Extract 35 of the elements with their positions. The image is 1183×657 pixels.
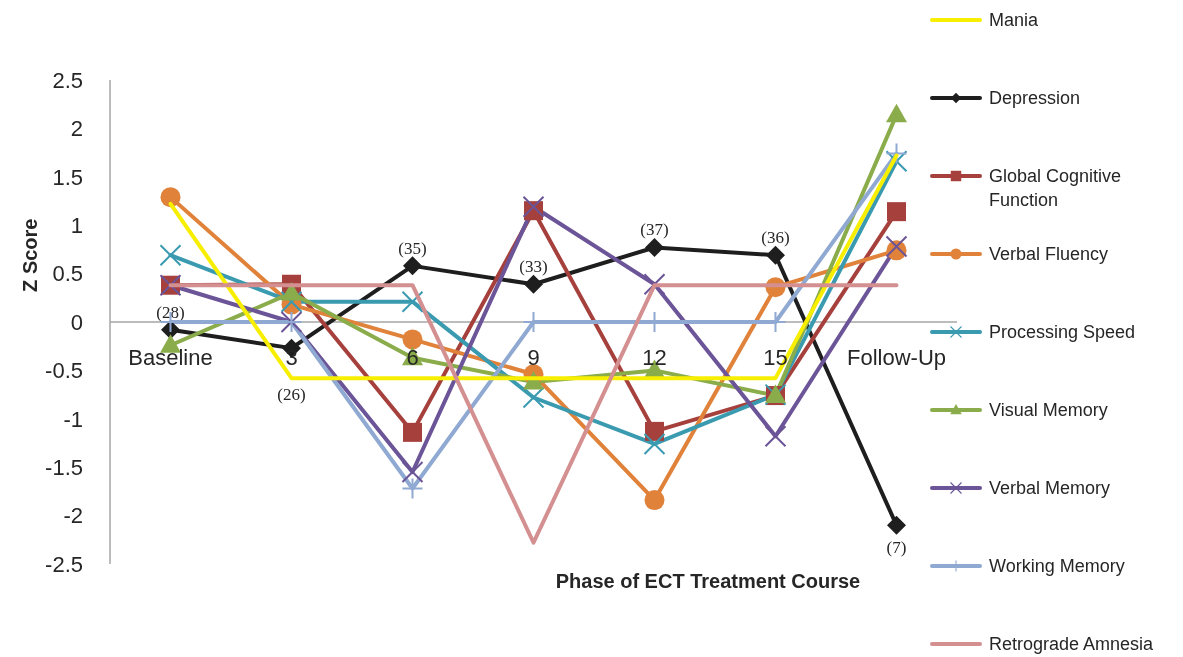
legend-label: Working Memory — [989, 556, 1125, 576]
x-tick-label: 9 — [527, 344, 540, 370]
annotation: (7) — [886, 537, 907, 557]
y-tick-label: -2 — [63, 503, 83, 529]
y-tick-label: 1 — [70, 213, 83, 239]
legend-label: Verbal Fluency — [989, 244, 1109, 264]
legend-label: Visual Memory — [989, 400, 1108, 420]
annotation: (28) — [156, 302, 185, 322]
annotation: (36) — [761, 227, 790, 247]
annotation: (35) — [398, 238, 427, 258]
legend-label: Mania — [989, 10, 1039, 30]
y-tick-label: 0.5 — [52, 261, 83, 287]
x-tick-label: Baseline — [128, 344, 213, 370]
y-tick-label: 0 — [70, 309, 83, 335]
x-tick-label: 12 — [642, 344, 667, 370]
y-tick-label: -1 — [63, 406, 83, 432]
y-tick-label: -0.5 — [45, 358, 83, 384]
legend-label: Depression — [989, 88, 1081, 108]
annotation: (37) — [640, 219, 669, 239]
y-tick-label: -2.5 — [45, 551, 83, 577]
legend-label: Global Cognitive Function — [989, 166, 1122, 210]
x-tick-label: 15 — [763, 344, 788, 370]
legend-label: Retrograde Amnesia — [989, 634, 1154, 654]
y-tick-label: -1.5 — [45, 455, 83, 481]
y-tick-label: 2 — [70, 116, 83, 142]
annotation: (33) — [519, 256, 548, 276]
y-axis-title: Z Score — [19, 218, 41, 292]
x-axis-title: Phase of ECT Treatment Course — [555, 570, 861, 592]
x-tick-label: 6 — [406, 344, 419, 370]
legend-label: Processing Speed — [989, 322, 1136, 342]
y-tick-label: 1.5 — [52, 164, 83, 190]
annotation: (26) — [277, 384, 306, 404]
x-tick-label: Follow-Up — [846, 344, 947, 370]
y-tick-label: 2.5 — [52, 67, 83, 93]
legend-label: Verbal Memory — [989, 478, 1111, 498]
